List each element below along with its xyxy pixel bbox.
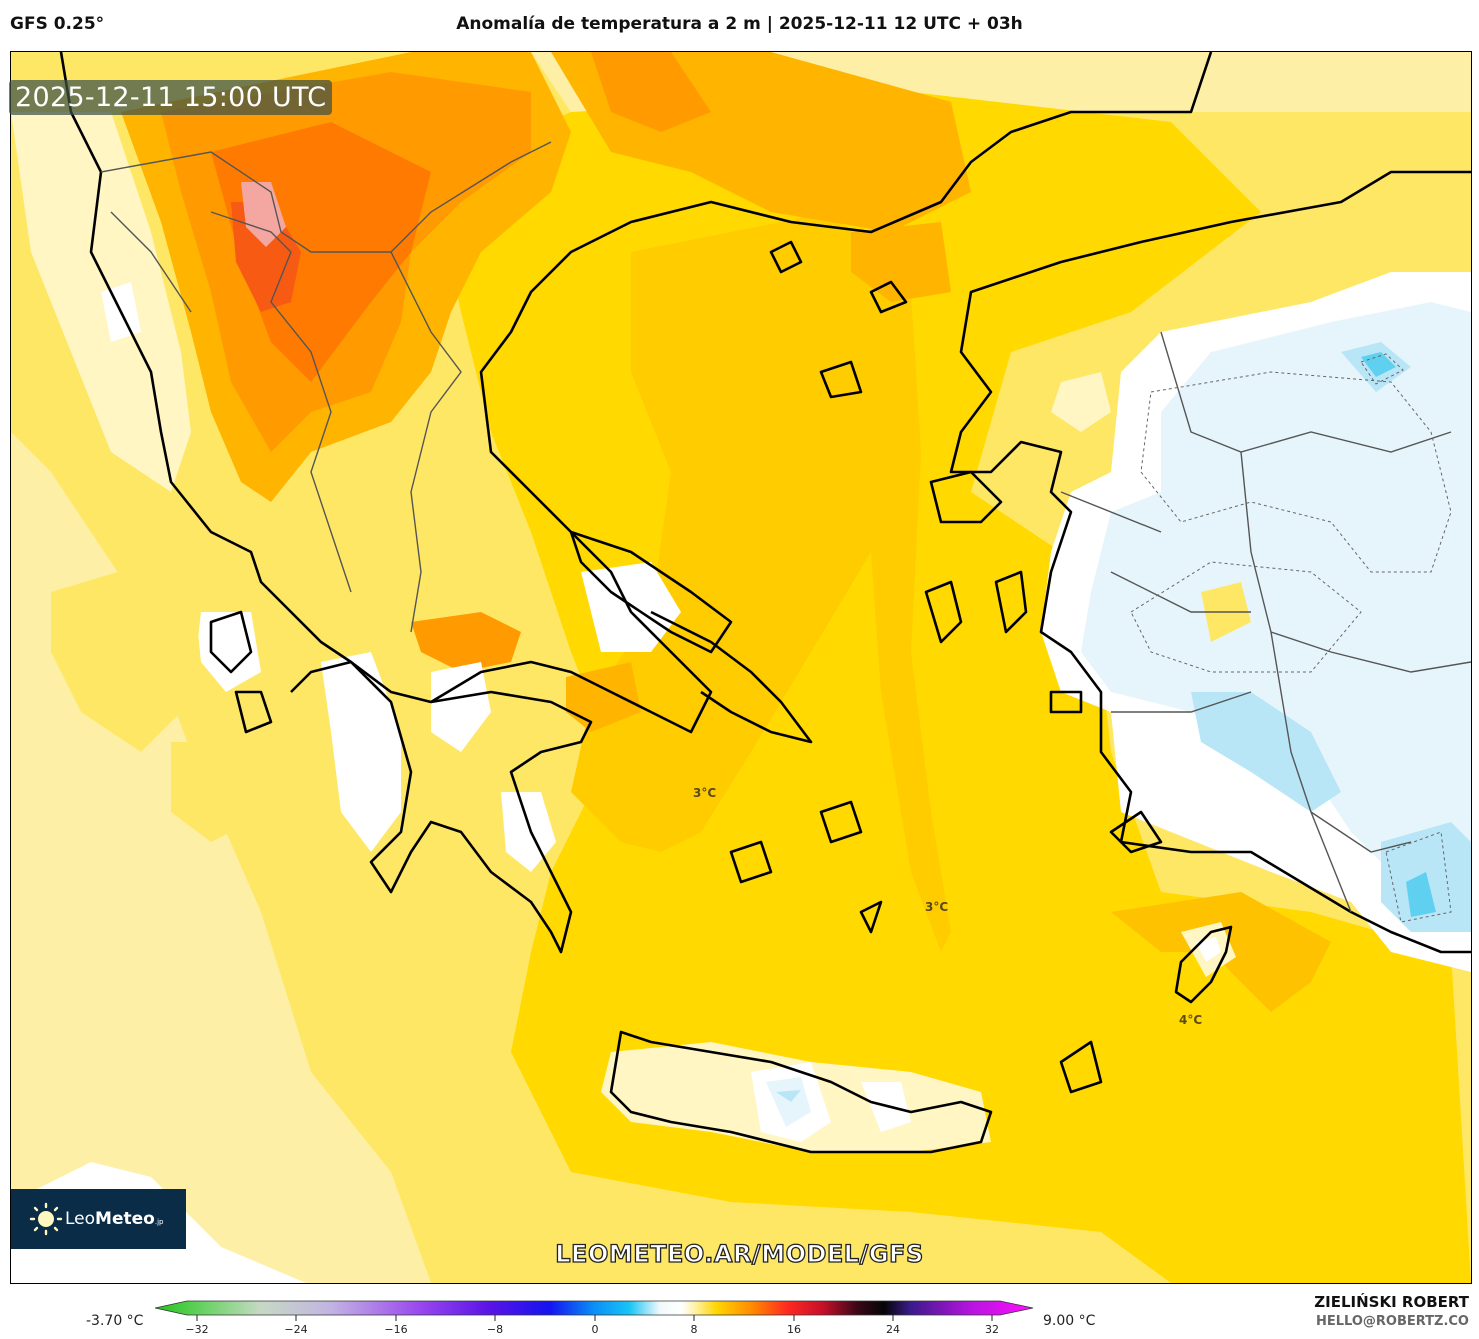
author-name: ZIELIŃSKI ROBERT xyxy=(1314,1293,1469,1311)
colorbar-tick: 24 xyxy=(886,1323,900,1336)
field-m1-m2 xyxy=(1081,302,1471,932)
map-canvas: 3°C 3°C 4°C xyxy=(11,52,1471,1283)
leometeo-logo[interactable]: LeoMeteo.jp xyxy=(11,1189,186,1249)
source-watermark: LEOMETEO.AR/MODEL/GFS xyxy=(555,1239,924,1268)
colorbar-tick: −16 xyxy=(384,1323,408,1336)
colorbar-min-label: -3.70 °C xyxy=(86,1313,144,1329)
field-ionian-yellow-2 xyxy=(171,742,251,842)
field-west-pale xyxy=(11,112,191,492)
colorbar-tick: 32 xyxy=(985,1323,999,1336)
field-pelop-white xyxy=(321,652,401,852)
colorbar-tick: −8 xyxy=(486,1323,504,1336)
field-crete-cold xyxy=(766,1077,811,1127)
colorbar-tick: −32 xyxy=(185,1323,209,1336)
colorbar-tick: −24 xyxy=(284,1323,308,1336)
field-3-4 xyxy=(571,212,951,952)
chart-title: Anomalía de temperatura a 2 m | 2025-12-… xyxy=(456,14,1023,34)
logo-text: LeoMeteo.jp xyxy=(65,1209,164,1229)
field-crete-cold-2 xyxy=(776,1090,801,1102)
contour-label-4c: 4°C xyxy=(1179,1013,1202,1027)
colorbar-tick: 16 xyxy=(787,1323,801,1336)
field-m2-m3-a xyxy=(1191,692,1341,812)
colorbar-tick: 8 xyxy=(690,1323,698,1336)
field-m3-m4-a xyxy=(1361,352,1396,377)
field-5-6-ne xyxy=(591,52,711,132)
coastlines xyxy=(59,52,1471,1154)
field-gt8 xyxy=(241,182,286,247)
colorbar-max-label: 9.00 °C xyxy=(1043,1313,1096,1329)
sun-icon xyxy=(29,1202,63,1236)
field-corinth xyxy=(411,612,521,672)
contour-label-3c-a: 3°C xyxy=(693,786,716,800)
colorbar: -3.70 °C xyxy=(0,1296,1479,1339)
colorbar-tick: 0 xyxy=(591,1323,599,1336)
field-m3-m4-b xyxy=(1406,872,1436,917)
field-4-5-thrace xyxy=(851,222,951,302)
field-evia-white xyxy=(581,562,681,652)
field-pale-patch xyxy=(1051,372,1111,432)
contour-label-3c-b: 3°C xyxy=(925,900,948,914)
neg-contours xyxy=(1130,353,1452,923)
author-email[interactable]: HELLO@ROBERTZ.CO xyxy=(1315,1314,1469,1329)
borders xyxy=(100,141,1471,913)
anomaly-map[interactable]: 3°C 3°C 4°C xyxy=(10,51,1472,1284)
colorbar-gradient xyxy=(155,1300,1034,1321)
field-pelop-white-2 xyxy=(431,662,491,752)
field-ionian-yellow-3 xyxy=(291,942,331,1022)
model-name: GFS 0.25° xyxy=(10,14,105,34)
valid-time-badge: 2025-12-11 15:00 UTC xyxy=(9,80,333,115)
field-rhodes-white xyxy=(1196,937,1221,962)
field-ionian-yellow xyxy=(51,562,201,752)
